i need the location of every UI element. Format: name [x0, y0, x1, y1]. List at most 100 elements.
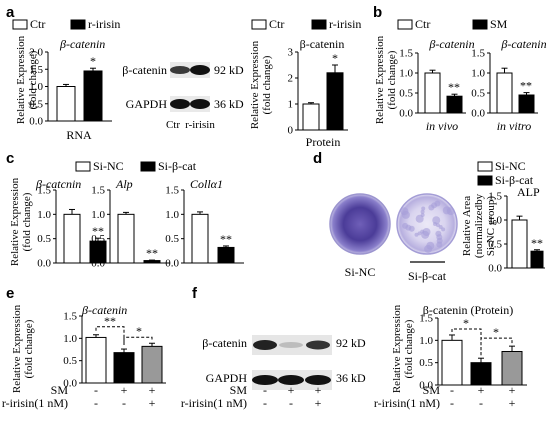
y-axis-label: Si-NC group) — [485, 196, 497, 257]
bar-si-b-cat — [530, 250, 544, 269]
blot-band — [170, 99, 190, 109]
y-tick-label: 1.0 — [471, 68, 485, 80]
stain-speck — [400, 207, 409, 216]
treatment-value: + — [149, 383, 156, 397]
treatment-row-label: r-irisin(1 nM) — [181, 396, 247, 410]
chart-title: β-catenin — [59, 37, 105, 51]
y-axis-label: Relative Expression — [11, 304, 23, 393]
blot-band — [306, 340, 330, 350]
y-tick-label: 0.5 — [29, 98, 43, 110]
bar-si-nc — [117, 213, 135, 264]
blot-label: β-catenin — [122, 63, 167, 77]
y-tick-label: 0.0 — [471, 108, 485, 120]
treatment-row-label: SM — [230, 383, 248, 397]
blot-size-label: 36 kD — [336, 371, 366, 385]
bar-ctr — [424, 72, 441, 114]
panel-letter-f: f — [192, 285, 198, 302]
significance-label: * — [332, 51, 338, 65]
y-tick-label: 1.5 — [91, 185, 105, 197]
blot-band — [305, 375, 331, 385]
y-tick-label: 1.5 — [37, 185, 51, 197]
bar-group-1 — [85, 336, 107, 384]
treatment-row-label: SM — [51, 383, 69, 397]
stain-speck — [432, 216, 441, 225]
treatment-row-label: r-irisin(1 nM) — [2, 396, 68, 410]
y-axis-label: (fold change) — [261, 55, 273, 114]
bar-r-irisin — [326, 72, 344, 131]
y-tick-label: 1.0 — [37, 209, 51, 221]
stain-speck — [414, 232, 419, 237]
lane-label: Ctr — [166, 119, 180, 131]
legend-swatch — [472, 19, 488, 30]
bar-group-3 — [501, 351, 523, 386]
y-tick-label: 1.5 — [399, 48, 413, 60]
stain-speck — [424, 244, 433, 253]
blot-band — [253, 340, 277, 350]
y-axis-label: Relative Expression — [9, 177, 21, 266]
y-tick-label: 1.5 — [488, 191, 502, 203]
legend-swatch — [70, 19, 86, 30]
x-category-label: in vivo — [426, 119, 458, 133]
y-tick-label: 1 — [288, 99, 294, 111]
y-tick-label: 0.0 — [37, 258, 51, 270]
y-tick-label: 1.0 — [29, 81, 43, 93]
y-tick-label: 0.0 — [91, 258, 105, 270]
y-axis-label: (fold change) — [386, 50, 398, 109]
treatment-value: + — [509, 396, 516, 410]
blot-size-label: 36 kD — [214, 97, 244, 111]
panel-letter-a: a — [6, 4, 15, 21]
y-axis-label: (fold change) — [27, 50, 39, 109]
legend-label: Si-β-cat — [495, 173, 534, 187]
significance-label: ** — [531, 236, 543, 250]
y-tick-label: 1.5 — [29, 64, 43, 76]
bar-sm — [446, 95, 463, 114]
treatment-value: - — [479, 396, 483, 410]
panel-letter-e: e — [6, 285, 14, 302]
chart-title: β-catenin — [300, 37, 345, 51]
bar-group-2 — [113, 352, 135, 384]
bar-ctr — [302, 103, 320, 131]
significance-label: * — [493, 325, 499, 339]
legend-label: Ctr — [30, 17, 45, 31]
stain-speck — [446, 207, 455, 216]
chart-title: β-catenin — [428, 37, 474, 51]
chart-title: β-catenin (Protein) — [423, 303, 513, 317]
legend-swatch — [311, 19, 327, 30]
treatment-value: - — [450, 383, 454, 397]
lane-label: r-irisin — [185, 119, 215, 131]
y-axis-label: Relative Expression — [374, 35, 386, 124]
legend-swatch — [75, 161, 91, 172]
treatment-value: - — [94, 396, 98, 410]
y-tick-label: 0.5 — [63, 355, 77, 367]
stain-speck — [441, 227, 446, 232]
treatment-value: + — [121, 383, 128, 397]
y-tick-label: 0.0 — [29, 116, 43, 128]
chart-title: β-catcnin — [35, 177, 81, 191]
y-axis-label: Relative Expression — [249, 40, 261, 129]
significance-label: ** — [104, 314, 116, 328]
y-tick-label: 1.0 — [399, 68, 413, 80]
bar-sm — [518, 94, 535, 114]
bar-ctr — [56, 86, 76, 122]
blot-band — [252, 375, 278, 385]
blot-size-label: 92 kD — [214, 63, 244, 77]
y-tick-label: 0.0 — [419, 380, 433, 392]
legend-swatch — [251, 19, 267, 30]
y-tick-label: 0.0 — [399, 108, 413, 120]
legend-swatch — [477, 161, 493, 172]
treatment-value: - — [94, 383, 98, 397]
y-tick-label: 0.5 — [471, 88, 485, 100]
y-axis-label: Relative Expression — [391, 304, 403, 393]
legend-label: Si-NC — [93, 159, 124, 173]
treatment-value: - — [263, 383, 267, 397]
bar-ctr — [496, 72, 513, 114]
treatment-value: - — [263, 396, 267, 410]
stain-speck — [402, 222, 409, 229]
significance-label: * — [90, 54, 96, 68]
photo-label: Si-NC — [345, 265, 376, 279]
y-axis-label: (normalizedby — [473, 193, 485, 258]
bar-r-irisin — [83, 70, 103, 122]
chart-title: Alp — [115, 177, 133, 191]
y-tick-label: 0.5 — [419, 357, 433, 369]
legend-label: SM — [490, 17, 508, 31]
